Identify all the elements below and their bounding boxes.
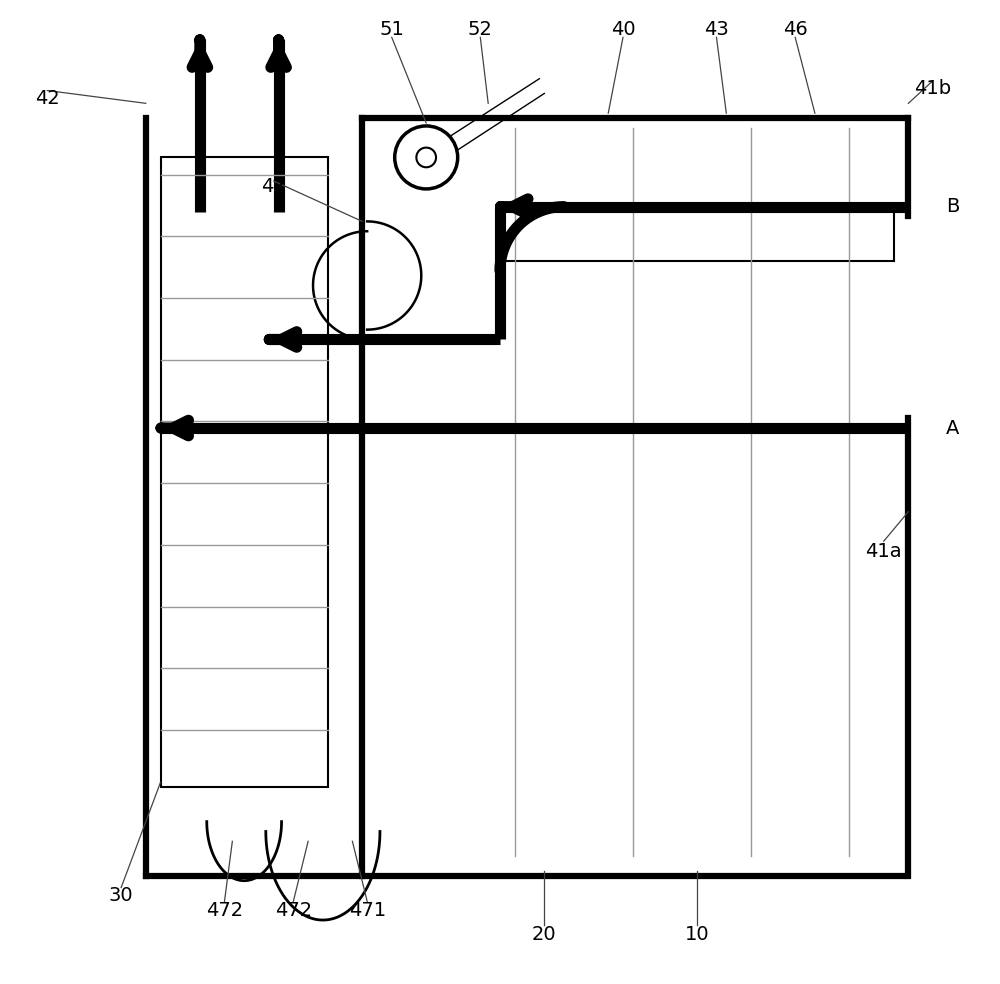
Text: 40: 40 [611, 20, 635, 39]
Text: 472: 472 [206, 900, 243, 920]
Text: 41b: 41b [914, 79, 952, 98]
Circle shape [416, 148, 436, 167]
Text: 20: 20 [532, 925, 557, 945]
Text: 471: 471 [349, 900, 386, 920]
Text: 47: 47 [261, 177, 286, 197]
Text: 472: 472 [275, 900, 312, 920]
Text: 10: 10 [684, 925, 709, 945]
Text: B: B [946, 197, 959, 216]
Text: 42: 42 [35, 89, 60, 108]
Text: 46: 46 [783, 20, 808, 39]
Text: 30: 30 [109, 886, 133, 905]
Text: 43: 43 [704, 20, 729, 39]
Circle shape [395, 126, 458, 189]
Bar [161, 157, 328, 787]
Text: 51: 51 [379, 20, 404, 39]
Text: 52: 52 [468, 20, 493, 39]
Text: A: A [946, 418, 959, 438]
Text: 41a: 41a [865, 541, 902, 561]
